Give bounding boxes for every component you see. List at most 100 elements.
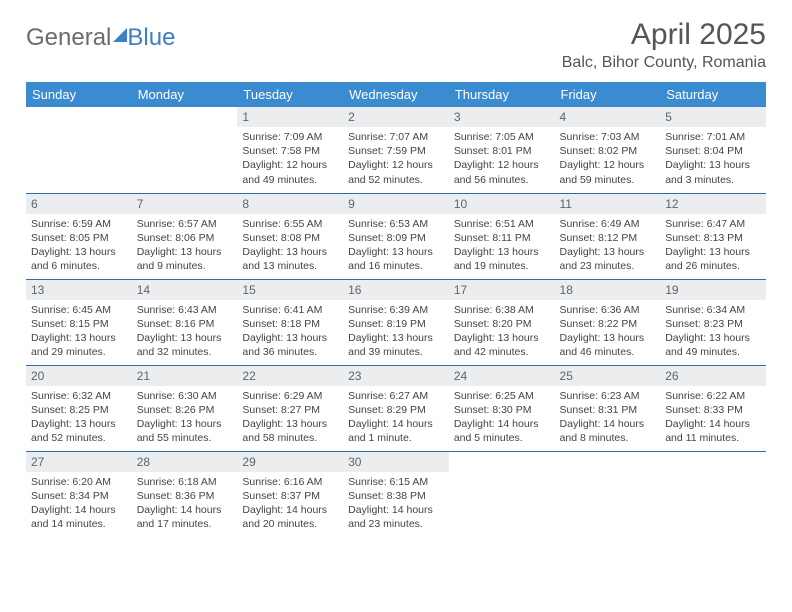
calendar-day-cell: 27Sunrise: 6:20 AMSunset: 8:34 PMDayligh… [26,451,132,537]
calendar-day-cell: 4Sunrise: 7:03 AMSunset: 8:02 PMDaylight… [555,107,661,193]
sunrise-line: Sunrise: 6:47 AM [665,218,745,230]
logo-mark-icon [113,28,127,42]
title-block: April 2025 Balc, Bihor County, Romania [562,18,766,72]
sunrise-line: Sunrise: 6:45 AM [31,304,111,316]
day-body: Sunrise: 6:23 AMSunset: 8:31 PMDaylight:… [555,386,661,451]
day-number: 29 [237,452,343,472]
calendar-day-cell: 26Sunrise: 6:22 AMSunset: 8:33 PMDayligh… [660,365,766,451]
sunrise-line: Sunrise: 6:49 AM [560,218,640,230]
daylight-line: Daylight: 13 hours and 23 minutes. [560,246,645,272]
day-body: Sunrise: 6:45 AMSunset: 8:15 PMDaylight:… [26,300,132,365]
calendar-day-cell: 14Sunrise: 6:43 AMSunset: 8:16 PMDayligh… [132,279,238,365]
sunset-line: Sunset: 8:33 PM [665,404,743,416]
sunset-line: Sunset: 8:04 PM [665,145,743,157]
daylight-line: Daylight: 13 hours and 49 minutes. [665,332,750,358]
sunset-line: Sunset: 8:25 PM [31,404,109,416]
calendar-day-cell: .. [449,451,555,537]
day-number: 30 [343,452,449,472]
logo-text-general: General [26,24,111,52]
daylight-line: Daylight: 14 hours and 17 minutes. [137,504,222,530]
calendar-day-cell: 21Sunrise: 6:30 AMSunset: 8:26 PMDayligh… [132,365,238,451]
calendar-table: SundayMondayTuesdayWednesdayThursdayFrid… [26,82,766,537]
day-body: Sunrise: 6:51 AMSunset: 8:11 PMDaylight:… [449,214,555,279]
sunrise-line: Sunrise: 6:57 AM [137,218,217,230]
day-number: 7 [132,194,238,214]
sunrise-line: Sunrise: 6:55 AM [242,218,322,230]
sunset-line: Sunset: 7:59 PM [348,145,426,157]
sunset-line: Sunset: 8:01 PM [454,145,532,157]
daylight-line: Daylight: 12 hours and 52 minutes. [348,159,433,185]
sunrise-line: Sunrise: 6:43 AM [137,304,217,316]
sunrise-line: Sunrise: 7:01 AM [665,131,745,143]
day-body: Sunrise: 6:16 AMSunset: 8:37 PMDaylight:… [237,472,343,537]
sunset-line: Sunset: 8:36 PM [137,490,215,502]
calendar-week-row: 13 Sunrise: 6:45 AM Sunset: 8:15 PM Dayligh… [26,279,766,365]
calendar-day-cell: 22Sunrise: 6:29 AMSunset: 8:27 PMDayligh… [237,365,343,451]
calendar-day-cell: 7 Sunrise: 6:57 AM Sunset: 8:06 PM Daylight… [132,193,238,279]
sunset-line: Sunset: 8:16 PM [137,318,215,330]
sunset-line: Sunset: 8:23 PM [665,318,743,330]
day-body: Sunrise: 6:55 AMSunset: 8:08 PMDaylight:… [237,214,343,279]
calendar-day-cell: 18Sunrise: 6:36 AMSunset: 8:22 PMDayligh… [555,279,661,365]
weekday-header: Friday [555,82,661,107]
calendar-day-cell: 2Sunrise: 7:07 AMSunset: 7:59 PMDaylight… [343,107,449,193]
daylight-line: Daylight: 14 hours and 14 minutes. [31,504,116,530]
day-body: Sunrise: 6:32 AMSunset: 8:25 PMDaylight:… [26,386,132,451]
day-body: Sunrise: 6:39 AMSunset: 8:19 PMDaylight:… [343,300,449,365]
daylight-line: Daylight: 14 hours and 11 minutes. [665,418,750,444]
sunset-line: Sunset: 8:20 PM [454,318,532,330]
calendar-day-cell: 3Sunrise: 7:05 AMSunset: 8:01 PMDaylight… [449,107,555,193]
day-body: Sunrise: 6:18 AMSunset: 8:36 PMDaylight:… [132,472,238,537]
daylight-line: Daylight: 13 hours and 13 minutes. [242,246,327,272]
calendar-day-cell: 11Sunrise: 6:49 AMSunset: 8:12 PMDayligh… [555,193,661,279]
weekday-header: Thursday [449,82,555,107]
daylight-line: Daylight: 14 hours and 5 minutes. [454,418,539,444]
sunrise-line: Sunrise: 6:39 AM [348,304,428,316]
weekday-header: Monday [132,82,238,107]
sunrise-line: Sunrise: 6:34 AM [665,304,745,316]
day-number: 16 [343,280,449,300]
day-body: Sunrise: 6:30 AMSunset: 8:26 PMDaylight:… [132,386,238,451]
day-number: 13 [26,280,132,300]
daylight-line: Daylight: 13 hours and 3 minutes. [665,159,750,185]
daylight-line: Daylight: 13 hours and 6 minutes. [31,246,116,272]
calendar-week-row: 20Sunrise: 6:32 AMSunset: 8:25 PMDayligh… [26,365,766,451]
daylight-line: Daylight: 13 hours and 16 minutes. [348,246,433,272]
day-number: 12 [660,194,766,214]
logo-text-blue: Blue [127,24,175,52]
day-number: 23 [343,366,449,386]
daylight-line: Daylight: 13 hours and 42 minutes. [454,332,539,358]
sunset-line: Sunset: 8:22 PM [560,318,638,330]
day-number: 15 [237,280,343,300]
sunset-line: Sunset: 8:15 PM [31,318,109,330]
sunset-line: Sunset: 8:27 PM [242,404,320,416]
calendar-week-row: 6Sunrise: 6:59 AMSunset: 8:05 PMDaylight… [26,193,766,279]
sunset-line: Sunset: 8:34 PM [31,490,109,502]
sunset-line: Sunset: 8:11 PM [454,232,531,244]
calendar-day-cell: 12Sunrise: 6:47 AMSunset: 8:13 PMDayligh… [660,193,766,279]
day-number: 19 [660,280,766,300]
daylight-line: Daylight: 13 hours and 55 minutes. [137,418,222,444]
day-number: 20 [26,366,132,386]
sunrise-line: Sunrise: 6:59 AM [31,218,111,230]
daylight-line: Daylight: 13 hours and 9 minutes. [137,246,222,272]
logo: General Blue [26,18,175,52]
day-body: Sunrise: 7:09 AMSunset: 7:58 PMDaylight:… [237,127,343,192]
sunrise-line: Sunrise: 6:22 AM [665,390,745,402]
sunset-line: Sunset: 8:38 PM [348,490,426,502]
header: General Blue April 2025 Balc, Bihor Coun… [26,18,766,72]
sunrise-line: Sunrise: 6:25 AM [454,390,534,402]
day-number: 18 [555,280,661,300]
sunset-line: Sunset: 8:12 PM [560,232,638,244]
daylight-line: Daylight: 14 hours and 8 minutes. [560,418,645,444]
sunset-line: Sunset: 8:06 PM [137,232,215,244]
calendar-day-cell: 24 Sunrise: 6:25 AM Sunset: 8:30 PM Dayligh… [449,365,555,451]
sunset-line: Sunset: 8:29 PM [348,404,426,416]
sunset-line: Sunset: 8:30 PM [454,404,532,416]
sunrise-line: Sunrise: 7:05 AM [454,131,534,143]
sunrise-line: Sunrise: 6:38 AM [454,304,534,316]
day-body: Sunrise: 6:47 AMSunset: 8:13 PMDaylight:… [660,214,766,279]
day-body: Sunrise: 7:05 AMSunset: 8:01 PMDaylight:… [449,127,555,192]
day-number: 24 [449,366,555,386]
weekday-header: Sunday [26,82,132,107]
